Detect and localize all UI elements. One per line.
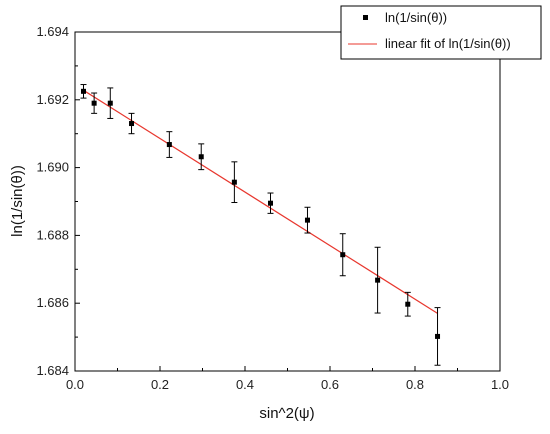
point-marker — [91, 100, 97, 106]
data-point — [80, 84, 87, 99]
linear-fit-line — [83, 89, 438, 314]
x-tick-label: 0.8 — [406, 377, 424, 392]
x-tick-label: 0.4 — [236, 377, 254, 392]
data-point — [166, 131, 173, 158]
data-point — [231, 161, 238, 204]
y-axis-ticks: 1.684 1.686 1.688 1.690 1.692 1.694 — [36, 24, 80, 378]
x-axis-title: sin^2(ψ) — [259, 405, 314, 422]
legend-scatter-marker — [363, 15, 368, 20]
y-tick-label: 1.690 — [36, 160, 69, 175]
legend-scatter-label: ln(1/sin(θ)) — [385, 10, 447, 25]
data-point — [107, 87, 114, 119]
data-point — [404, 291, 411, 317]
point-marker — [435, 333, 441, 339]
x-tick-label: 0.6 — [321, 377, 339, 392]
point-marker — [166, 142, 172, 148]
point-marker — [129, 121, 135, 127]
point-marker — [304, 217, 310, 223]
data-point — [267, 192, 274, 214]
data-point — [198, 143, 205, 171]
point-marker — [268, 200, 273, 206]
data-point — [374, 246, 381, 314]
x-axis-ticks: 0.0 0.2 0.4 0.6 0.8 1.0 — [66, 366, 509, 392]
x-tick-label: 0.0 — [66, 377, 84, 392]
y-tick-label: 1.694 — [36, 24, 69, 39]
point-marker — [81, 88, 86, 94]
plot-frame — [74, 31, 501, 372]
point-marker — [405, 301, 411, 307]
y-axis-title: ln(1/sin(θ)) — [9, 165, 26, 237]
point-marker — [340, 252, 346, 258]
data-point — [128, 112, 135, 135]
point-marker — [375, 277, 381, 283]
y-tick-label: 1.686 — [36, 295, 69, 310]
y-tick-label: 1.684 — [36, 363, 69, 378]
legend: ln(1/sin(θ)) linear fit of ln(1/sin(θ)) — [340, 5, 542, 60]
data-points-layer — [80, 84, 441, 366]
data-point — [339, 233, 346, 277]
legend-box — [340, 5, 542, 60]
point-marker — [198, 154, 204, 160]
fit-line-layer — [83, 89, 438, 314]
data-point — [91, 92, 98, 114]
point-marker — [107, 100, 113, 106]
y-tick-label: 1.692 — [36, 92, 69, 107]
x-tick-label: 0.2 — [151, 377, 169, 392]
legend-fit-label: linear fit of ln(1/sin(θ)) — [385, 36, 511, 51]
data-point — [434, 307, 441, 366]
x-tick-label: 1.0 — [491, 377, 509, 392]
data-point — [304, 206, 311, 234]
point-marker — [231, 179, 237, 185]
y-tick-label: 1.688 — [36, 227, 69, 242]
